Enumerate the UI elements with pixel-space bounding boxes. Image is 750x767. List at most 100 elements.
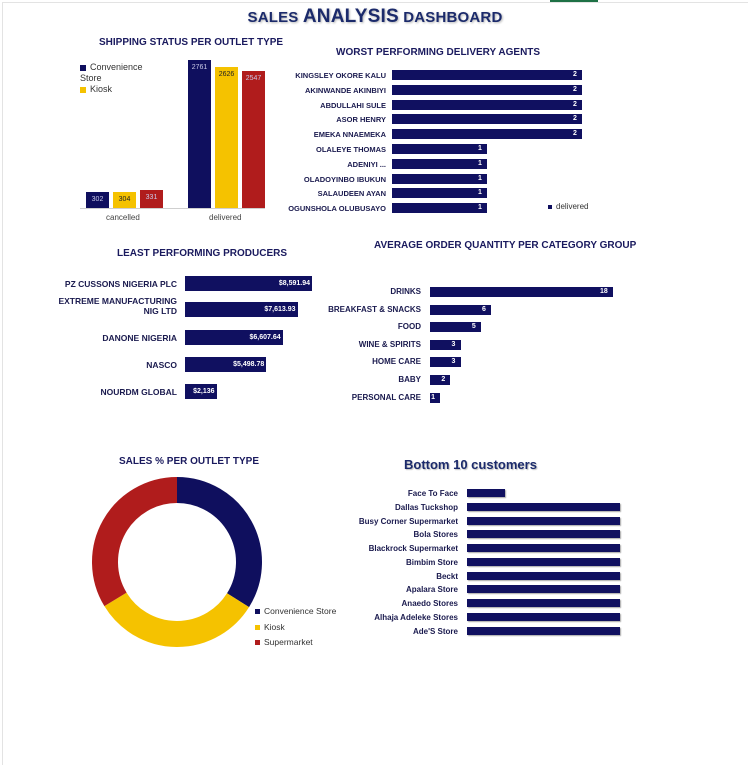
shipping-legend-item: Kiosk bbox=[80, 84, 112, 94]
category-data-label: 1 bbox=[431, 393, 436, 401]
donut-slice bbox=[176, 477, 262, 608]
producers-y-label: NOURDM GLOBAL bbox=[100, 387, 178, 397]
agents-y-label: EMEKA NNAEMEKA bbox=[313, 130, 386, 140]
shipping-data-label: 304 bbox=[118, 195, 131, 203]
customers-y-label: Beckt bbox=[436, 571, 458, 581]
producers-y-label: EXTREME MANUFACTURING NIG LTD bbox=[58, 296, 177, 316]
agents-y-label: AKINWANDE AKINBIYI bbox=[305, 85, 386, 95]
agents-data-label: 2 bbox=[573, 71, 577, 78]
legend-label: Kiosk bbox=[264, 622, 285, 632]
category-data-label: 3 bbox=[451, 358, 456, 366]
agents-data-label: 1 bbox=[478, 145, 482, 152]
shipping-bar bbox=[113, 191, 136, 208]
shipping-chart-title: SHIPPING STATUS PER OUTLET TYPE bbox=[99, 37, 284, 48]
category-data-label: 6 bbox=[482, 305, 486, 313]
shipping-data-label: 302 bbox=[91, 195, 104, 203]
producers-data-label: $7,613.93 bbox=[264, 306, 296, 313]
legend-swatch bbox=[255, 640, 260, 646]
agents-chart-title: WORST PERFORMING DELIVERY AGENTS bbox=[336, 47, 541, 58]
customers-bar bbox=[467, 612, 620, 621]
category-y-label: DRINKS bbox=[390, 287, 421, 296]
customers-bar bbox=[467, 516, 620, 525]
category-bar bbox=[430, 357, 461, 368]
producers-y-label: NASCO bbox=[146, 360, 177, 370]
customers-y-label: Anaedo Stores bbox=[401, 599, 458, 608]
category-bar bbox=[430, 322, 481, 333]
producers-bar bbox=[185, 302, 298, 317]
producers-y-label: DANONE NIGERIA bbox=[102, 333, 177, 343]
customers-bar bbox=[467, 571, 620, 580]
producers-bar bbox=[185, 384, 217, 399]
agents-data-label: 1 bbox=[478, 204, 482, 212]
customers-y-label: Dallas Tuckshop bbox=[395, 502, 458, 512]
agents-bar bbox=[392, 70, 582, 80]
legend-swatch bbox=[80, 64, 86, 71]
producers-y-label: PZ CUSSONS NIGERIA PLC bbox=[64, 279, 177, 289]
category-bar bbox=[430, 339, 461, 350]
agents-bar bbox=[392, 129, 582, 140]
legend-swatch bbox=[255, 609, 260, 615]
customers-bar bbox=[467, 530, 620, 539]
agents-data-label: 2 bbox=[573, 130, 577, 138]
agents-y-label: ADENIYI ... bbox=[347, 159, 386, 169]
shipping-legend-item: Convenience Store bbox=[80, 62, 160, 84]
shipping-data-label: 2547 bbox=[245, 75, 262, 83]
agents-bar bbox=[392, 114, 582, 125]
shipping-data-label: 331 bbox=[145, 194, 158, 202]
shipping-data-label: 2761 bbox=[191, 64, 208, 71]
agents-data-label: 2 bbox=[573, 85, 577, 93]
shipping-bar bbox=[140, 190, 163, 208]
donut-slice bbox=[92, 477, 178, 607]
producers-bar bbox=[185, 330, 283, 345]
agents-data-label: 1 bbox=[478, 174, 482, 182]
category-bar bbox=[430, 392, 441, 403]
category-bar bbox=[430, 375, 451, 385]
category-y-label: HOME CARE bbox=[372, 357, 421, 367]
agents-data-label: 2 bbox=[573, 115, 577, 123]
legend-swatch bbox=[255, 625, 260, 631]
agents-bar bbox=[392, 203, 487, 214]
category-y-label: BREAKFAST & SNACKS bbox=[328, 304, 421, 314]
shipping-bar bbox=[86, 191, 109, 208]
category-bar bbox=[430, 304, 491, 315]
agents-bar bbox=[392, 173, 487, 184]
agents-data-label: 1 bbox=[478, 189, 482, 197]
shipping-axis-line bbox=[80, 208, 265, 209]
producers-bar bbox=[185, 357, 267, 372]
producers-data-label: $2,136 bbox=[193, 388, 215, 395]
legend-label: Kiosk bbox=[90, 84, 113, 94]
legend-label: delivered bbox=[556, 202, 589, 211]
category-data-label: 18 bbox=[600, 288, 608, 295]
shipping-x-tick: delivered bbox=[209, 213, 242, 222]
category-y-label: BABY bbox=[398, 375, 421, 384]
legend-swatch bbox=[80, 86, 86, 93]
agents-bar bbox=[392, 99, 582, 110]
category-y-label: PERSONAL CARE bbox=[351, 392, 421, 402]
customers-y-label: Bola Stores bbox=[413, 530, 458, 540]
customers-bar bbox=[467, 489, 506, 497]
agents-bar bbox=[392, 188, 487, 199]
shipping-bar bbox=[215, 67, 238, 208]
customers-bar bbox=[467, 585, 620, 594]
producers-bar bbox=[185, 276, 312, 291]
producers-chart-title: LEAST PERFORMING PRODUCERS bbox=[117, 248, 288, 259]
title-part-1: SALES bbox=[247, 9, 303, 26]
agents-y-label: ASOR HENRY bbox=[336, 115, 386, 125]
customers-bar bbox=[467, 557, 620, 566]
agents-bar bbox=[392, 144, 487, 154]
shipping-data-label: 2626 bbox=[218, 71, 235, 79]
customers-bar bbox=[467, 626, 620, 635]
agents-legend: delivered bbox=[548, 202, 588, 211]
category-chart-title: AVERAGE ORDER QUANTITY PER CATEGORY GROU… bbox=[374, 240, 637, 251]
customers-y-label: Apalara Store bbox=[405, 585, 458, 595]
category-y-label: FOOD bbox=[397, 322, 421, 332]
category-y-label: WINE & SPIRITS bbox=[358, 339, 421, 349]
outlet-pct-chart-title: SALES % PER OUTLET TYPE bbox=[119, 456, 260, 467]
donut-slice bbox=[104, 592, 250, 647]
agents-bar bbox=[392, 84, 582, 95]
agents-y-label: KINGSLEY OKORE KALU bbox=[295, 71, 386, 80]
shipping-bar bbox=[188, 60, 211, 208]
agents-y-label: OGUNSHOLA OLUBUSAYO bbox=[288, 204, 386, 214]
